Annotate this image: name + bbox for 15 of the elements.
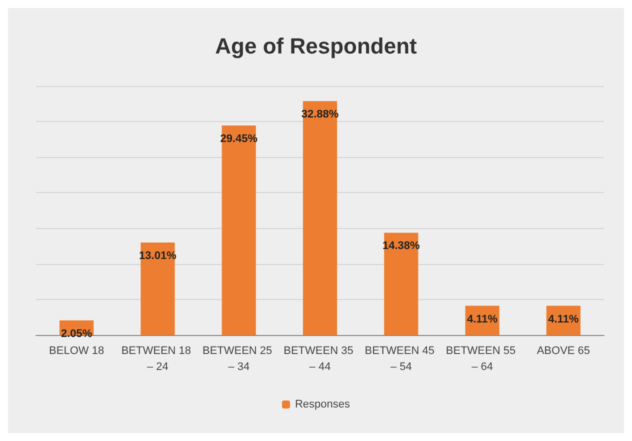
x-tick-label: BELOW 18 <box>49 345 104 357</box>
bar <box>302 101 338 335</box>
x-tick-label: BETWEEN 25 – 34 <box>202 345 276 373</box>
bar <box>140 242 175 335</box>
x-tick-label: BETWEEN 55 – 64 <box>446 345 519 373</box>
x-tick-label: BETWEEN 45 – 54 <box>364 345 438 373</box>
data-label: 4.11% <box>548 313 579 326</box>
x-tick-label: ABOVE 65 <box>536 345 590 357</box>
legend-label: Responses <box>294 398 351 410</box>
data-label: 4.11% <box>466 313 498 326</box>
x-tick-label: BETWEEN 35 – 44 <box>284 345 356 373</box>
x-tick-label: BETWEEN 18 – 24 <box>121 345 194 373</box>
chart-title: Age of Respondent <box>215 34 418 58</box>
bar <box>222 125 256 335</box>
bar <box>384 232 418 335</box>
